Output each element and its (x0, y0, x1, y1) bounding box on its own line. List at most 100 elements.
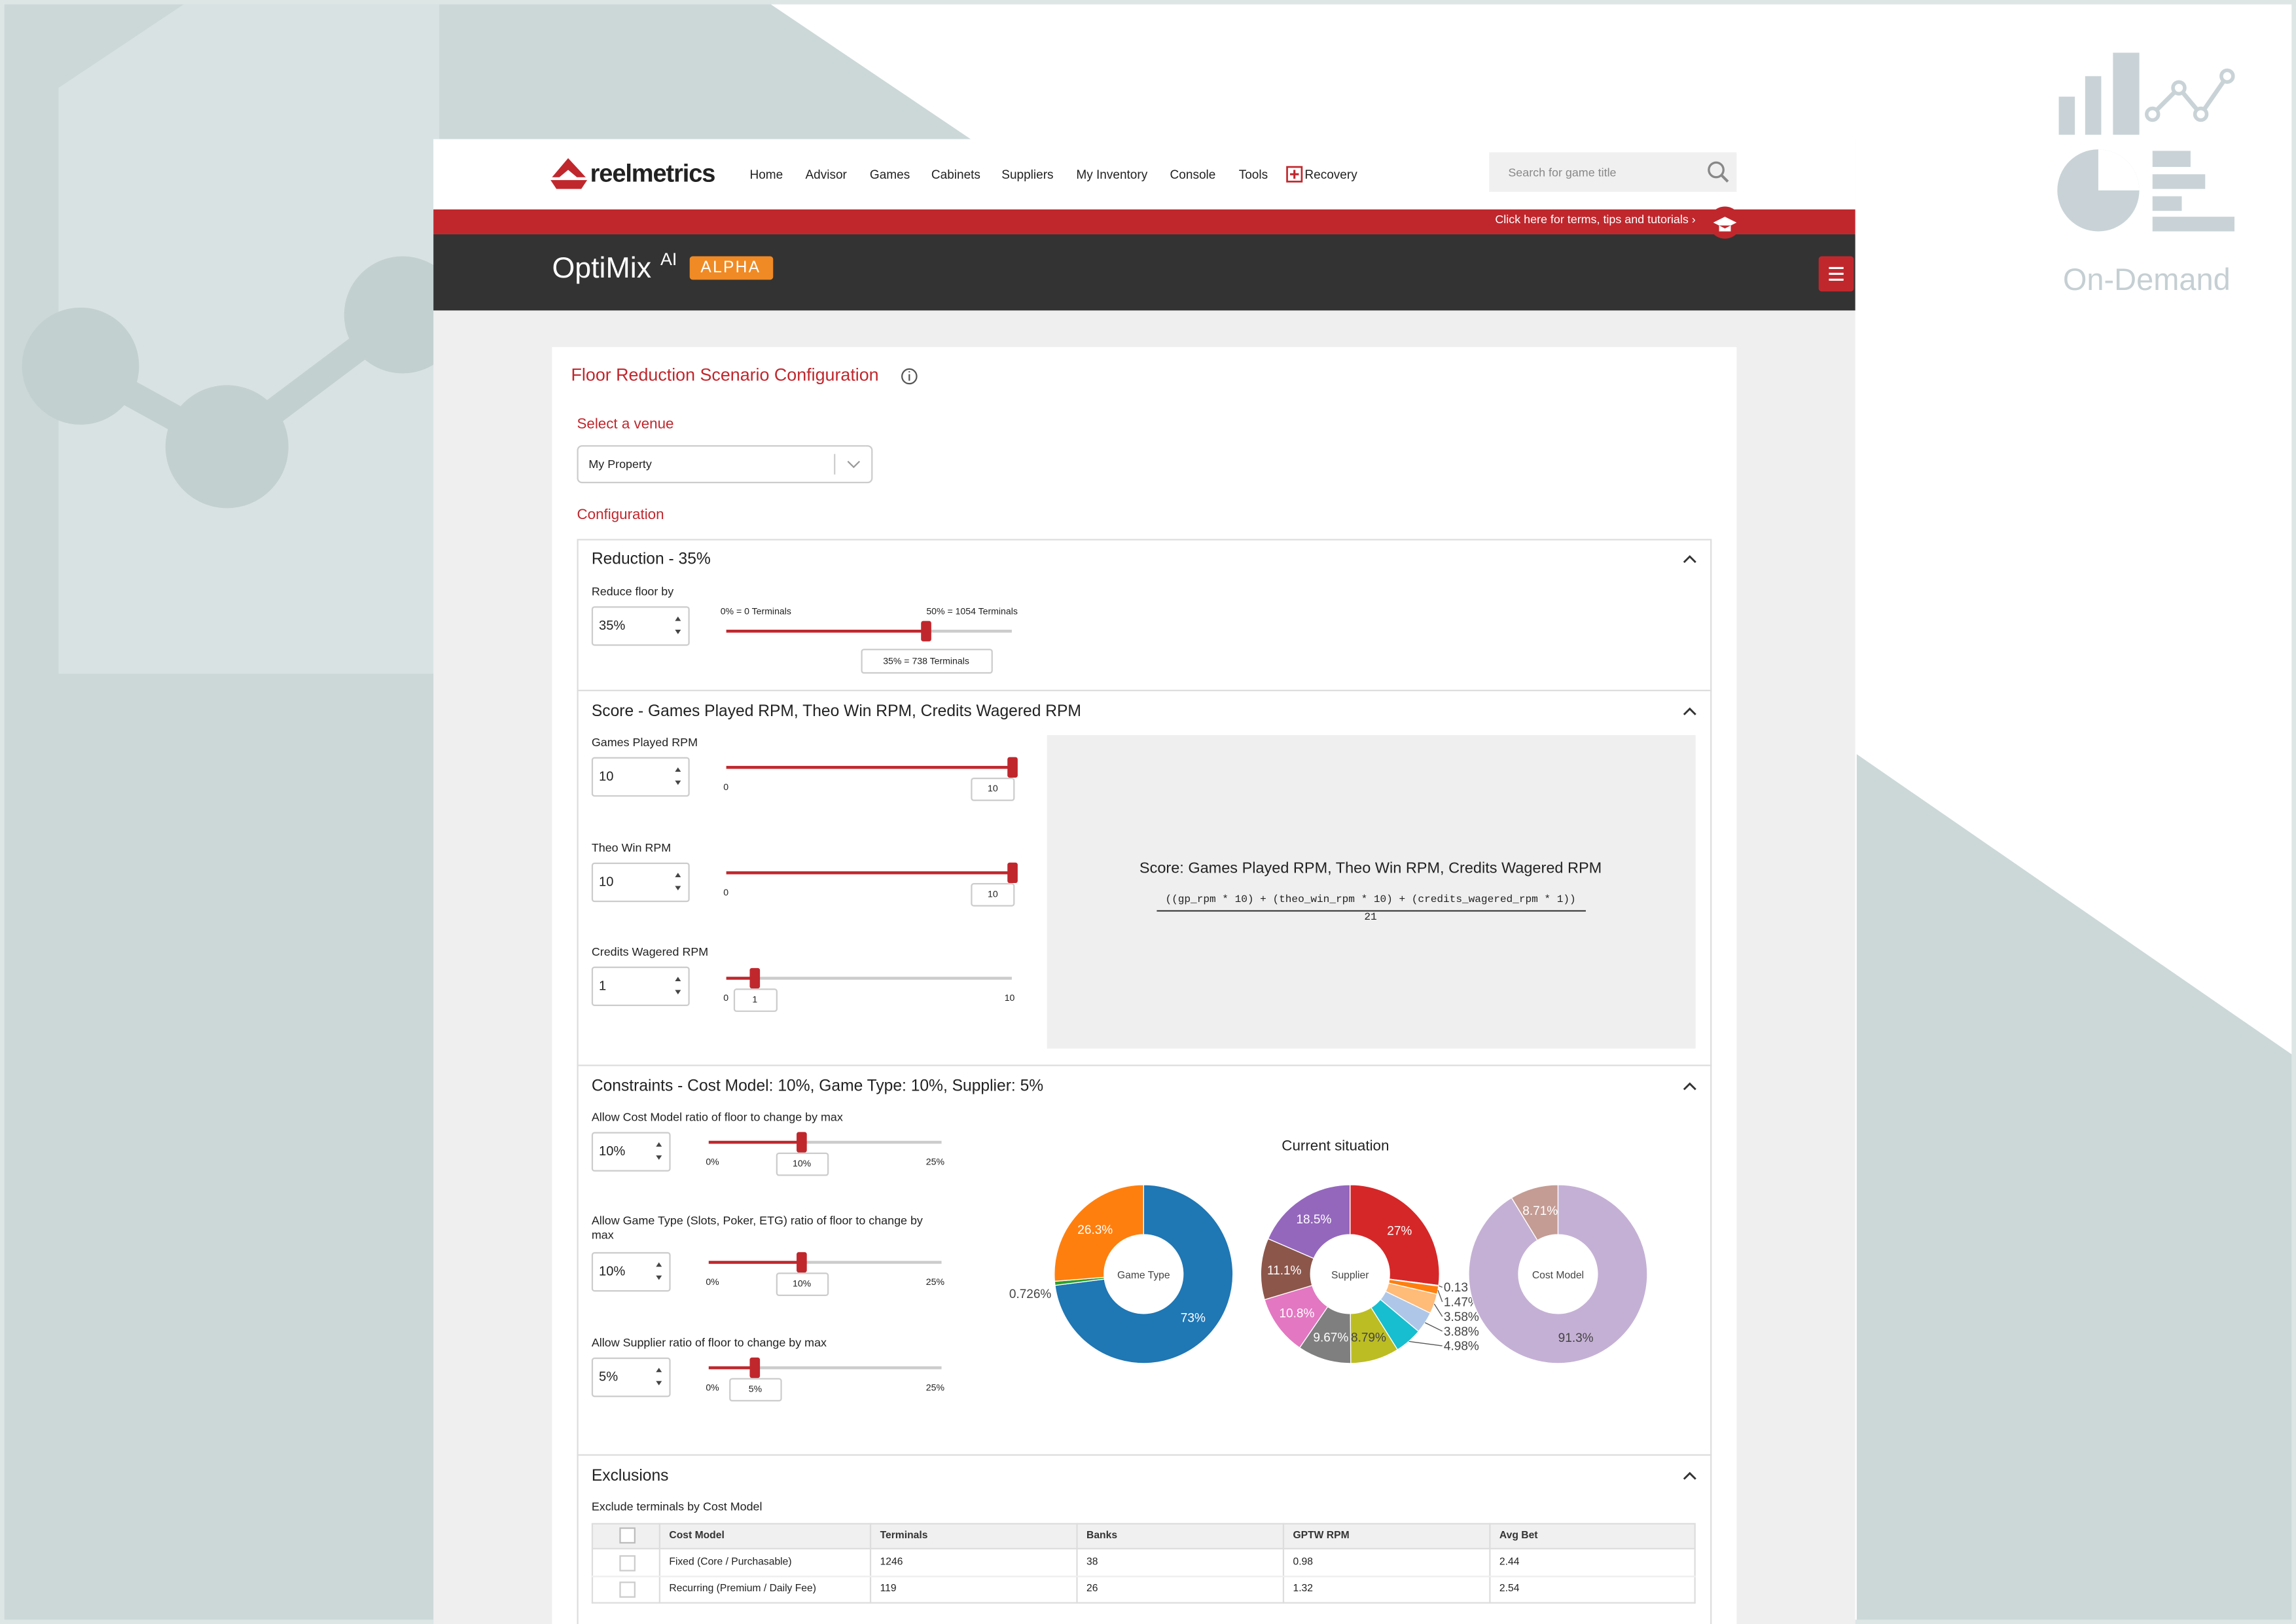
spin-up[interactable] (675, 873, 681, 878)
spin-down[interactable] (675, 990, 681, 995)
input-value: 1 (599, 978, 607, 993)
nav-link[interactable]: Home (749, 167, 783, 182)
slider-thumb[interactable] (1007, 862, 1017, 884)
checkbox[interactable] (619, 1555, 636, 1572)
field-label: Allow Supplier ratio of floor to change … (591, 1336, 827, 1350)
section-heading: Constraints - Cost Model: 10%, Game Type… (591, 1077, 1044, 1096)
slider-thumb[interactable] (797, 1252, 807, 1273)
search-input[interactable]: Search for game title (1508, 166, 1617, 180)
slider-thumb[interactable] (1007, 757, 1017, 778)
table-cell: Recurring (Premium / Daily Fee) (669, 1583, 816, 1595)
slider-fill (726, 977, 755, 980)
slider-fill (726, 766, 1012, 768)
slice-label: 8.79% (1351, 1331, 1386, 1345)
slider-thumb[interactable] (921, 621, 931, 641)
nav-link[interactable]: Console (1170, 167, 1216, 182)
help-link[interactable]: Click here for terms, tips and tutorials… (1495, 213, 1696, 226)
number-input[interactable] (591, 757, 690, 797)
input-value: 35% (599, 618, 626, 633)
slider-tooltip (775, 1272, 829, 1296)
slider-max-label: 25% (925, 1277, 945, 1288)
number-input[interactable] (591, 862, 690, 903)
chart-title: Current situation (1282, 1138, 1390, 1155)
slider-min-label: 0 (723, 993, 729, 1004)
pie-slice (1468, 1184, 1648, 1364)
nav-link[interactable]: My Inventory (1076, 167, 1148, 182)
field-label: Credits Wagered RPM (591, 945, 709, 959)
checkbox[interactable] (619, 1581, 636, 1598)
spin-down[interactable] (675, 630, 681, 634)
spin-down[interactable] (675, 886, 681, 891)
column-divider (658, 1523, 660, 1604)
slider-min-label: 0% (706, 1383, 719, 1394)
table-cell: 38 (1086, 1557, 1098, 1568)
column-divider (869, 1523, 872, 1604)
spin-up[interactable] (656, 1367, 662, 1373)
spin-down[interactable] (656, 1155, 662, 1160)
pie-slice (1054, 1184, 1234, 1364)
slider-thumb[interactable] (750, 1357, 761, 1379)
nav-link[interactable]: Suppliers (1001, 167, 1054, 182)
slider-thumb[interactable] (797, 1132, 807, 1153)
column-divider (1282, 1523, 1285, 1604)
logo[interactable]: reelmetrics (590, 159, 716, 188)
slice-label: 91.3% (1558, 1331, 1594, 1345)
slice-label: 10.8% (1279, 1307, 1314, 1320)
field-label: Theo Win RPM (591, 841, 672, 855)
table-cell: 119 (880, 1583, 897, 1595)
slice-label: 18.5% (1296, 1213, 1331, 1227)
slider-tooltip (775, 1152, 829, 1176)
slice-label: 11.1% (1267, 1264, 1302, 1278)
slider-value-label: 10% (792, 1279, 812, 1290)
slider-min-label: 0 (723, 888, 729, 899)
table-cell: 1246 (880, 1557, 903, 1568)
nav-link[interactable]: Tools (1238, 167, 1268, 182)
section-heading: Score - Games Played RPM, Theo Win RPM, … (591, 702, 1081, 721)
spin-up[interactable] (675, 616, 681, 621)
badge: ALPHA (700, 259, 761, 277)
slice-label: 26.3% (1077, 1223, 1113, 1237)
slider-tooltip (971, 883, 1015, 907)
slider-track (708, 1261, 942, 1264)
column-header: Terminals (880, 1531, 928, 1542)
table-cell: 2.44 (1499, 1557, 1520, 1568)
app-title: OptiMix (552, 252, 652, 285)
field-label: Games Played RPM (591, 736, 698, 749)
slider-track (708, 1367, 942, 1369)
nav-link[interactable]: Recovery (1304, 167, 1357, 182)
slice-label: 9.67% (1313, 1331, 1348, 1344)
spin-down[interactable] (675, 780, 681, 785)
checkbox[interactable] (619, 1527, 636, 1544)
product-label: On-Demand (2062, 263, 2231, 298)
leader-line (1424, 1322, 1443, 1332)
number-input[interactable] (591, 1132, 671, 1172)
row-divider (591, 1576, 1696, 1578)
slider-max-label: 10 (1004, 993, 1015, 1004)
column-divider (1489, 1523, 1491, 1604)
spin-up[interactable] (675, 977, 681, 981)
nav-link[interactable]: Cabinets (931, 167, 980, 182)
slider-thumb[interactable] (749, 967, 761, 989)
slider-value-label: 10% (792, 1159, 812, 1170)
pie-slice (1511, 1184, 1559, 1241)
number-input[interactable] (591, 966, 690, 1006)
field-label: Reduce floor by (591, 585, 674, 598)
spin-down[interactable] (656, 1275, 662, 1280)
number-input[interactable] (591, 606, 690, 646)
field-label: Allow Cost Model ratio of floor to chang… (591, 1110, 843, 1125)
slider-tooltip (732, 988, 777, 1012)
spin-up[interactable] (656, 1142, 662, 1147)
spin-up[interactable] (675, 767, 681, 772)
panel-title: Floor Reduction Scenario Configuration (571, 365, 879, 386)
nav-link[interactable]: Games (869, 167, 910, 182)
number-input[interactable] (591, 1252, 671, 1292)
spin-up[interactable] (656, 1262, 662, 1267)
spin-down[interactable] (656, 1380, 662, 1386)
nav-link[interactable]: Advisor (805, 167, 847, 182)
venue-select[interactable]: My Property (588, 458, 652, 471)
number-input[interactable] (591, 1357, 671, 1398)
